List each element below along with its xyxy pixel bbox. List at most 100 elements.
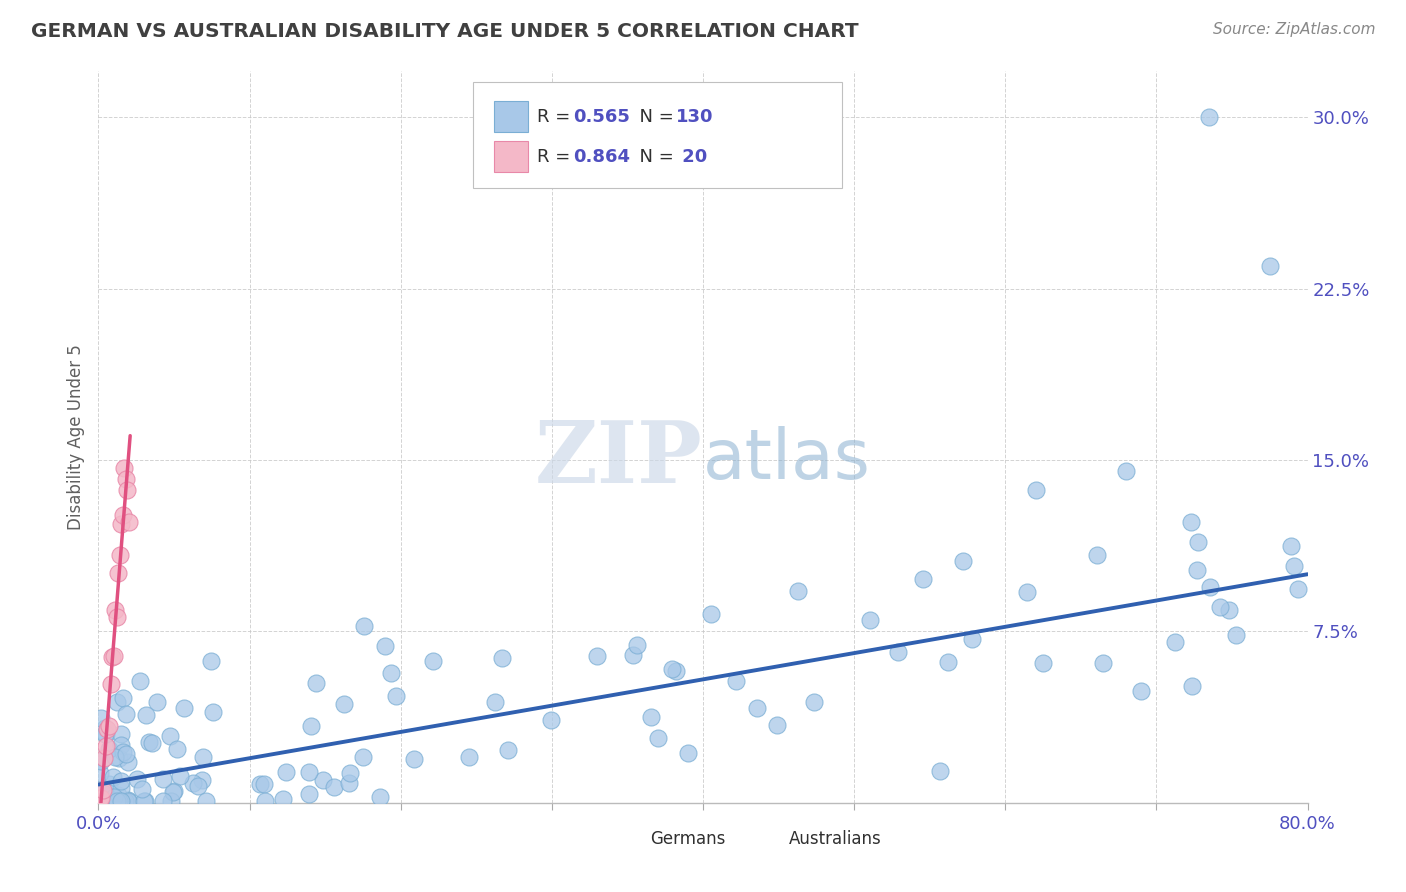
- Point: [159, 729, 181, 743]
- Bar: [758, 827, 785, 850]
- Point: [676, 746, 699, 760]
- Point: [1258, 259, 1281, 273]
- Point: [112, 461, 135, 475]
- Point: [163, 784, 186, 798]
- Point: [93, 751, 115, 765]
- Point: [201, 705, 224, 719]
- Point: [380, 665, 402, 680]
- Point: [94, 727, 117, 741]
- Point: [111, 508, 134, 522]
- Point: [132, 793, 155, 807]
- Point: [152, 772, 174, 787]
- Y-axis label: Disability Age Under 5: Disability Age Under 5: [66, 344, 84, 530]
- Point: [312, 772, 335, 787]
- Point: [745, 700, 768, 714]
- Point: [936, 655, 959, 669]
- Point: [89, 791, 111, 805]
- Point: [173, 701, 195, 715]
- Point: [115, 793, 138, 807]
- Point: [1198, 110, 1220, 124]
- Point: [1225, 628, 1247, 642]
- Text: 130: 130: [676, 108, 714, 126]
- Point: [117, 793, 139, 807]
- Point: [274, 764, 297, 779]
- Point: [1286, 582, 1309, 596]
- Point: [724, 674, 747, 689]
- Point: [1015, 585, 1038, 599]
- Point: [101, 650, 124, 665]
- Point: [766, 718, 789, 732]
- Point: [323, 780, 346, 794]
- Point: [110, 793, 132, 807]
- Point: [94, 721, 117, 735]
- Text: Australians: Australians: [789, 830, 882, 847]
- Point: [1218, 603, 1240, 617]
- Point: [135, 707, 157, 722]
- Point: [374, 640, 396, 654]
- Point: [97, 742, 120, 756]
- Text: R =: R =: [537, 148, 576, 166]
- Point: [98, 777, 121, 791]
- Point: [117, 755, 139, 769]
- Text: GERMAN VS AUSTRALIAN DISABILITY AGE UNDER 5 CORRELATION CHART: GERMAN VS AUSTRALIAN DISABILITY AGE UNDE…: [31, 22, 859, 41]
- Point: [111, 745, 134, 759]
- Point: [134, 793, 156, 807]
- Point: [100, 677, 122, 691]
- Point: [91, 787, 114, 801]
- Point: [402, 752, 425, 766]
- Point: [105, 609, 128, 624]
- Point: [422, 654, 444, 668]
- Bar: [494, 102, 527, 132]
- Point: [353, 619, 375, 633]
- Point: [298, 788, 321, 802]
- Point: [621, 648, 644, 663]
- Point: [337, 776, 360, 790]
- Point: [952, 554, 974, 568]
- Point: [1181, 679, 1204, 693]
- Point: [249, 777, 271, 791]
- FancyBboxPatch shape: [474, 82, 842, 188]
- Bar: [494, 141, 527, 171]
- Point: [107, 751, 129, 765]
- Point: [115, 483, 138, 497]
- Point: [110, 774, 132, 789]
- Point: [385, 690, 408, 704]
- Point: [586, 648, 609, 663]
- Point: [111, 691, 134, 706]
- Point: [339, 765, 361, 780]
- Point: [191, 750, 214, 764]
- Point: [1180, 515, 1202, 529]
- Point: [191, 773, 214, 788]
- Point: [138, 734, 160, 748]
- Bar: [619, 827, 645, 850]
- Point: [484, 695, 506, 709]
- Point: [91, 783, 114, 797]
- Point: [496, 743, 519, 757]
- Point: [181, 776, 204, 790]
- Point: [254, 793, 277, 807]
- Point: [911, 572, 934, 586]
- Point: [146, 695, 169, 709]
- Text: 0.565: 0.565: [574, 108, 630, 126]
- Text: Source: ZipAtlas.com: Source: ZipAtlas.com: [1212, 22, 1375, 37]
- Point: [104, 749, 127, 764]
- Point: [1085, 548, 1108, 562]
- Point: [108, 548, 131, 562]
- Point: [1032, 656, 1054, 670]
- Point: [1187, 534, 1209, 549]
- Text: R =: R =: [537, 108, 576, 126]
- Point: [103, 789, 125, 804]
- Point: [647, 731, 669, 746]
- Point: [162, 785, 184, 799]
- Point: [271, 791, 294, 805]
- Point: [114, 793, 136, 807]
- Point: [1187, 563, 1209, 577]
- Point: [665, 665, 688, 679]
- Point: [700, 607, 723, 622]
- Point: [1279, 539, 1302, 553]
- Point: [1024, 483, 1046, 497]
- Point: [105, 793, 128, 807]
- Point: [1198, 580, 1220, 594]
- Point: [1115, 464, 1137, 478]
- Point: [118, 515, 141, 529]
